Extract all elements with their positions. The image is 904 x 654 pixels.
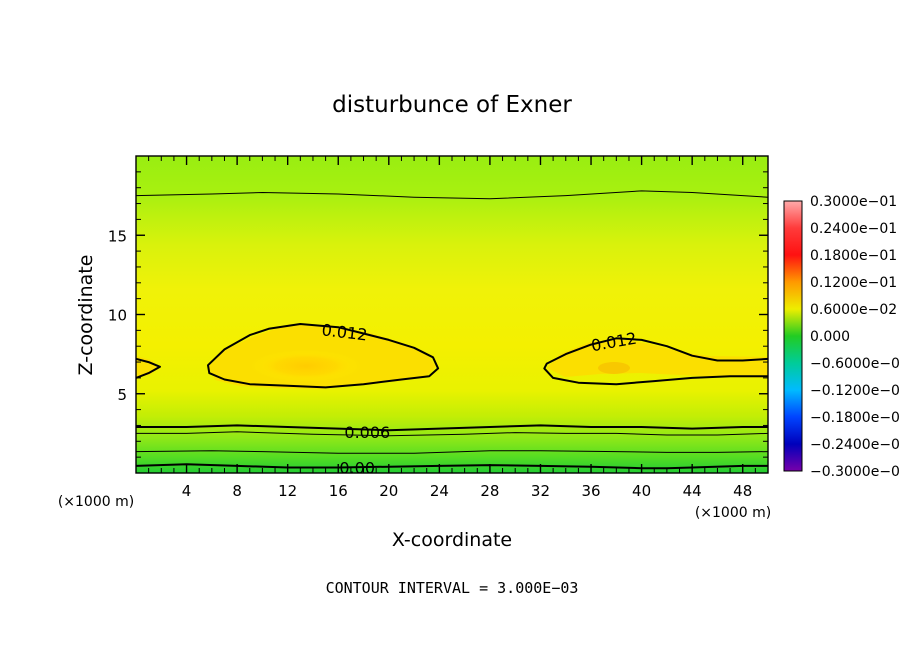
contour-line — [136, 357, 161, 379]
x-tick-label: 36 — [581, 482, 600, 500]
colorbar-label: 0.2400e−01 — [810, 221, 897, 237]
contour-line — [136, 450, 768, 454]
colorbar-labels: 0.3000e−01 0.2400e−01 0.1800e−01 0.1200e−01… — [810, 194, 900, 480]
y-unit-label: (×1000 m) — [58, 494, 134, 510]
x-tick-label: 40 — [632, 482, 651, 500]
contour-line — [543, 337, 768, 386]
x-tick-label: 44 — [683, 482, 702, 500]
contour-line — [136, 431, 768, 437]
colorbar-label: 0.1200e−01 — [810, 275, 897, 291]
colorbar-scale — [783, 200, 803, 472]
x-unit-label: (×1000 m) — [695, 505, 771, 521]
colorbar-label: −0.2400e−0 — [810, 437, 900, 453]
x-tick-label: 16 — [329, 482, 348, 500]
x-tick-labels: 4 8 12 16 20 24 28 32 36 40 44 48 — [182, 482, 752, 500]
y-axis-label: Z-coordinate — [75, 255, 97, 376]
contour-peak-left — [251, 350, 361, 382]
x-tick-label: 8 — [232, 482, 242, 500]
contour-lines — [136, 190, 768, 470]
y-tick-label: 5 — [117, 386, 127, 404]
contour-line — [136, 190, 768, 200]
colorbar-label: 0.6000e−02 — [810, 302, 897, 318]
contour-label: 0.006 — [344, 423, 390, 442]
x-tick-label: 20 — [379, 482, 398, 500]
x-tick-label: 28 — [480, 482, 499, 500]
x-tick-label: 4 — [182, 482, 192, 500]
contour-line — [207, 323, 440, 389]
contour-interval-footer: CONTOUR INTERVAL = 3.000E−03 — [326, 579, 579, 597]
axis-ticks — [136, 156, 768, 473]
colorbar-label: −0.1200e−0 — [810, 383, 900, 399]
plot-background — [136, 156, 768, 473]
y-tick-label: 15 — [108, 227, 127, 245]
chart-title: disturbunce of Exner — [332, 92, 572, 118]
colorbar-label: 0.1800e−01 — [810, 248, 897, 264]
y-tick-labels: 5 10 15 — [108, 227, 127, 404]
colorbar-label: 0.000 — [810, 329, 850, 345]
contour-label: 0.00 — [339, 458, 375, 477]
x-tick-label: 24 — [430, 482, 449, 500]
x-tick-label: 32 — [531, 482, 550, 500]
colorbar: 0.3000e−01 0.2400e−01 0.1800e−01 0.1200e−01… — [783, 194, 900, 480]
x-tick-label: 48 — [733, 482, 752, 500]
contour-fill-region-left — [136, 356, 160, 378]
colorbar-label: −0.6000e−0 — [810, 356, 900, 372]
y-tick-label: 10 — [108, 307, 127, 325]
colorbar-label: −0.3000e−0 — [810, 464, 900, 480]
x-tick-label: 12 — [278, 482, 297, 500]
contour-peak-right — [598, 362, 630, 374]
colorbar-label: 0.3000e−01 — [810, 194, 897, 210]
contour-line — [136, 424, 768, 432]
colorbar-label: −0.1800e−0 — [810, 410, 900, 426]
x-axis-label: X-coordinate — [392, 529, 512, 551]
